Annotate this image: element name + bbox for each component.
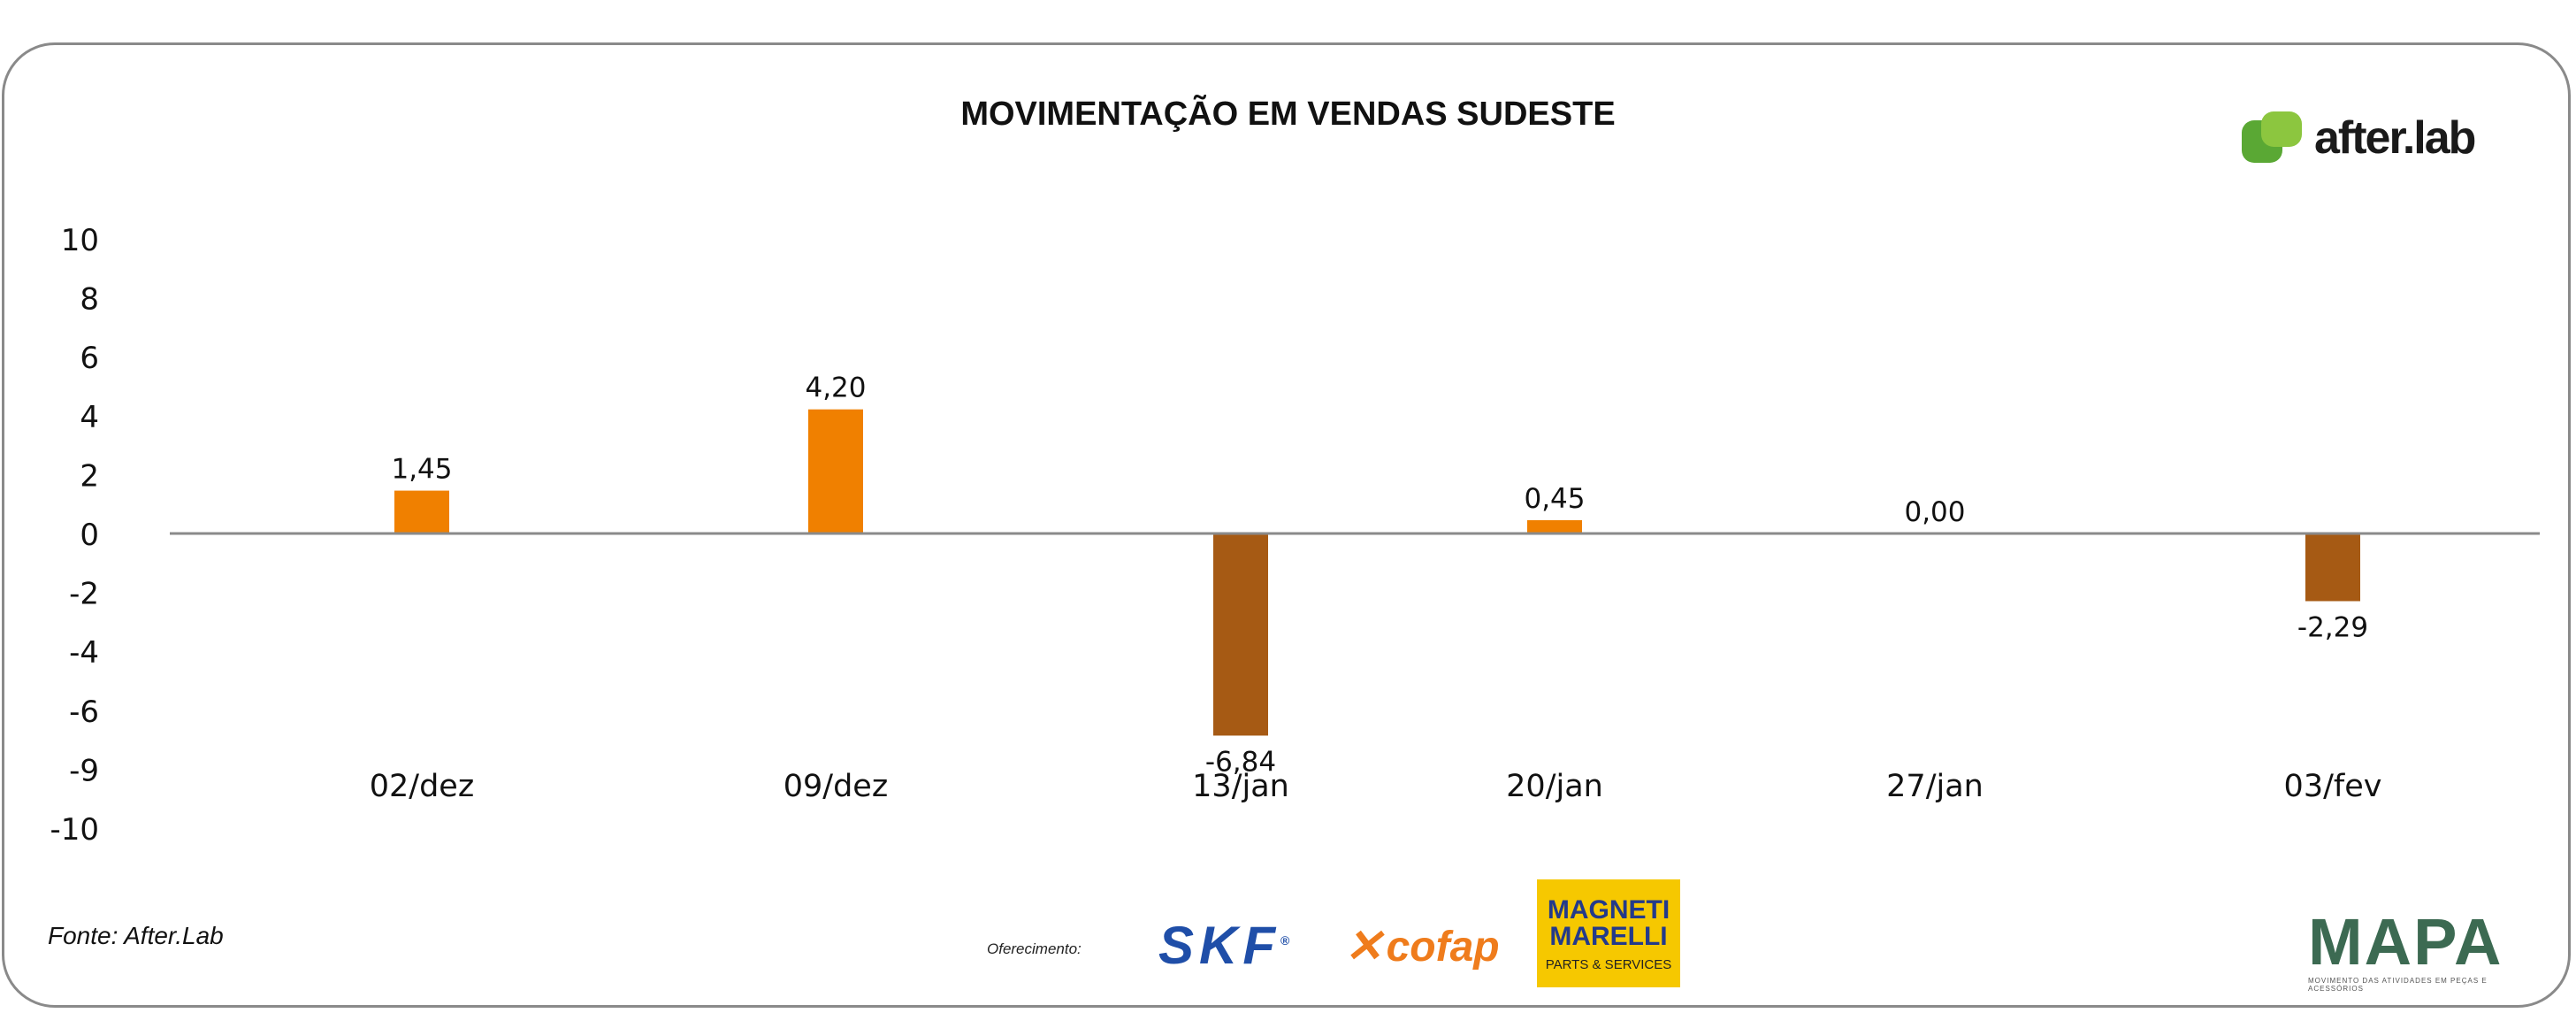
x-tick-label: 03/fev <box>2284 769 2382 804</box>
mapa-logo-text: MAPA <box>2308 905 2503 978</box>
y-tick-label: -9 <box>69 753 99 788</box>
mapa-logo-subtitle: MOVIMENTO DAS ATIVIDADES EM PEÇAS E ACES… <box>2308 977 2488 993</box>
magneti-marelli-sub: PARTS & SERVICES <box>1545 957 1672 972</box>
y-tick-label: -4 <box>69 635 99 671</box>
y-tick-label: 8 <box>80 282 99 318</box>
x-tick-label: 20/jan <box>1506 769 1603 804</box>
data-label: 1,45 <box>391 454 452 486</box>
magneti-marelli-line2: MARELLI <box>1549 922 1668 951</box>
bar <box>2305 533 2360 602</box>
mapa-logo: MAPA MOVIMENTO DAS ATIVIDADES EM PEÇAS E… <box>2308 905 2511 994</box>
cofap-logo: ✕ cofap <box>1344 920 1500 973</box>
data-label: -6,84 <box>1205 746 1276 778</box>
skf-logo: SKF® <box>1158 916 1290 975</box>
cofap-mark-icon: ✕ <box>1344 921 1383 972</box>
source-note: Fonte: After.Lab <box>48 922 224 949</box>
x-tick-label: 02/dez <box>370 769 474 804</box>
chart-title: MOVIMENTAÇÃO EM VENDAS SUDESTE <box>960 96 1616 133</box>
y-tick-label: 6 <box>80 341 99 376</box>
sponsor-label: Oferecimento: <box>987 940 1082 957</box>
data-label: 0,45 <box>1524 483 1585 515</box>
bar <box>394 490 449 533</box>
afterlab-logo: after.lab <box>2242 111 2476 165</box>
y-tick-label: 2 <box>80 458 99 494</box>
y-tick-label: -6 <box>69 695 99 730</box>
bar <box>808 409 863 533</box>
y-tick-label: -10 <box>50 812 99 848</box>
y-tick-label: 10 <box>61 223 99 258</box>
x-tick-label: 13/jan <box>1192 769 1289 804</box>
x-tick-label: 27/jan <box>1886 769 1984 804</box>
x-tick-label: 09/dez <box>784 769 888 804</box>
magneti-marelli-line1: MAGNETI <box>1547 895 1670 925</box>
cofap-logo-text: cofap <box>1386 923 1500 971</box>
skf-logo-text: SKF <box>1158 916 1280 975</box>
afterlab-logo-text: after.lab <box>2314 112 2476 164</box>
afterlab-logo-icon <box>2242 111 2305 165</box>
data-label: -2,29 <box>2297 611 2368 643</box>
bar <box>1527 519 1582 533</box>
y-tick-label: -2 <box>69 577 99 612</box>
y-tick-label: 4 <box>80 400 99 435</box>
data-label: 4,20 <box>805 372 866 404</box>
bar <box>1213 533 1268 736</box>
y-tick-label: 0 <box>80 518 99 553</box>
data-label: 0,00 <box>1904 496 1965 528</box>
magneti-marelli-logo: MAGNETI MARELLI PARTS & SERVICES <box>1537 879 1680 987</box>
